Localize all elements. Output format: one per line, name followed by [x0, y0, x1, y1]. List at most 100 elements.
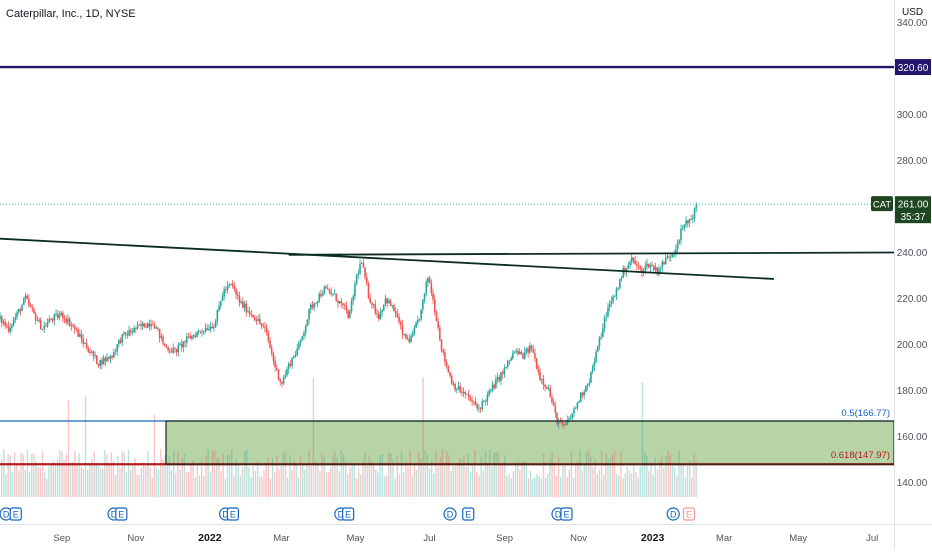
volume-bar	[181, 458, 183, 497]
volume-bar	[579, 450, 581, 497]
candle-body	[333, 293, 336, 295]
trendline-2[interactable]	[288, 251, 895, 256]
volume-bar	[222, 453, 224, 497]
candle-body	[613, 296, 616, 297]
volume-bar	[691, 477, 693, 497]
candle-body	[359, 264, 361, 274]
candle-body	[598, 338, 601, 347]
earnings-marker[interactable]: E	[682, 507, 696, 521]
candle-body	[483, 400, 485, 402]
volume-bar	[263, 470, 265, 497]
candle-body	[615, 288, 618, 297]
candle-body	[260, 323, 263, 326]
volume-bar	[336, 456, 338, 497]
candle-body	[561, 421, 563, 425]
candle-body	[547, 387, 550, 389]
candle-body	[201, 331, 203, 333]
candle-body	[342, 303, 344, 305]
volume-bar	[405, 461, 407, 497]
volume-bar	[340, 450, 343, 497]
candle-body	[389, 300, 392, 306]
candle-body	[219, 300, 222, 306]
volume-bar	[463, 455, 465, 497]
candle-body	[255, 319, 258, 321]
candle-body	[496, 377, 499, 380]
candle-body	[663, 261, 665, 265]
candle-body	[77, 329, 79, 337]
candle-body	[240, 301, 242, 304]
volume-bar	[18, 470, 20, 497]
volume-bar	[471, 462, 474, 497]
volume-bar	[650, 461, 652, 497]
volume-bar	[314, 461, 317, 497]
volume-bar	[351, 464, 353, 497]
candle-body	[444, 352, 446, 363]
candle-body	[595, 351, 597, 362]
volume-bar	[153, 414, 156, 497]
earnings-marker[interactable]: E	[115, 507, 128, 521]
candle-body	[479, 407, 482, 409]
earnings-marker[interactable]: E	[342, 507, 355, 521]
volume-bar	[411, 475, 414, 497]
candle-body	[92, 351, 95, 357]
candle-body	[476, 404, 478, 409]
dividend-marker[interactable]: D	[443, 507, 457, 521]
volume-bar	[282, 452, 285, 497]
candle-body	[454, 383, 456, 390]
candle-body	[503, 368, 506, 374]
candle-body	[659, 267, 662, 270]
candle-body	[211, 326, 214, 329]
volume-bar	[465, 467, 467, 497]
candle-body	[498, 377, 501, 381]
candle-body	[313, 303, 315, 308]
candle-body	[265, 327, 268, 333]
volume-bar	[11, 471, 14, 497]
candle-body	[68, 318, 71, 326]
volume-bar	[13, 452, 16, 497]
candle-body	[386, 298, 388, 304]
candle-body	[639, 266, 642, 269]
candle-body	[571, 413, 574, 418]
candle-body	[537, 369, 540, 372]
candle-body	[252, 314, 254, 318]
volume-bar	[291, 469, 293, 497]
candle-body	[326, 288, 329, 290]
dividend-marker[interactable]: D	[666, 507, 680, 521]
y-tick-label: 160.00	[897, 432, 928, 443]
volume-bar	[323, 456, 325, 497]
earnings-marker[interactable]: E	[462, 507, 475, 521]
earnings-marker[interactable]: E	[560, 507, 573, 521]
candle-body	[304, 326, 307, 333]
volume-bar	[302, 464, 304, 497]
candle-body	[316, 301, 319, 304]
volume-bar	[680, 463, 682, 497]
earnings-marker[interactable]: E	[226, 507, 240, 521]
candle-body	[16, 312, 18, 318]
event-letter: E	[118, 510, 124, 520]
volume-bar	[362, 461, 364, 497]
volume-bar	[179, 469, 181, 497]
event-letter: D	[222, 510, 229, 520]
candle-body	[634, 260, 636, 265]
volume-bar	[239, 475, 242, 497]
volume-bar	[76, 465, 78, 497]
candle-body	[85, 343, 88, 349]
volume-bar	[52, 460, 54, 497]
trendline-1[interactable]	[0, 237, 774, 280]
candle-body	[603, 317, 606, 329]
candle-body	[298, 342, 300, 349]
volume-bar	[538, 475, 540, 497]
candle-body	[420, 309, 422, 320]
candle-body	[588, 382, 591, 385]
volume-bar	[185, 472, 188, 497]
volume-bar	[218, 457, 220, 497]
earnings-marker[interactable]: E	[9, 507, 22, 521]
volume-bar	[469, 471, 472, 497]
earnings-box	[226, 507, 240, 521]
candle-body	[411, 334, 414, 337]
candle-body	[179, 343, 181, 345]
volume-bar	[246, 449, 248, 497]
candle-body	[403, 334, 405, 336]
